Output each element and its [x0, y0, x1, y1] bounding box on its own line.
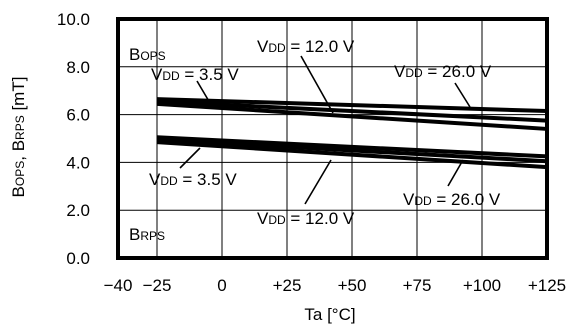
x-tick-label: −40 [104, 276, 133, 295]
x-tick-label: +25 [273, 276, 302, 295]
y-tick-label: 0.0 [66, 249, 90, 268]
series-line [156, 137, 548, 164]
group-label-bops: BOPS [129, 45, 166, 64]
x-tick-label: +125 [528, 276, 566, 295]
y-tick-label: 6.0 [66, 106, 90, 125]
leader-bops-26v [454, 82, 471, 108]
x-tick-label: −25 [143, 276, 172, 295]
tick-layer: 0.0 2.0 4.0 6.0 8.0 10.0 −40 −25 0 +25 +50 +75 +100 +… [57, 10, 566, 295]
series-line [156, 97, 548, 114]
y-tick-label: 4.0 [66, 153, 90, 172]
group-label-brps: BRPS [129, 225, 165, 244]
y-tick-label: 8.0 [66, 58, 90, 77]
series-line [156, 140, 548, 170]
vdd-label-brps-26v: VDD = 26.0 V [403, 190, 501, 209]
x-tick-label: +50 [338, 276, 367, 295]
leader-bops-3v5 [196, 80, 211, 104]
vdd-label-bops-26v: VDD = 26.0 V [394, 62, 492, 81]
x-axis-title: Ta [°C] [304, 305, 355, 324]
plot-frame [116, 17, 549, 260]
vdd-label-bops-12v: VDD = 12.0 V [257, 37, 355, 56]
annotation-leaders [179, 55, 471, 205]
series-layer [156, 97, 548, 170]
x-tick-label: 0 [217, 276, 226, 295]
series-line [156, 135, 548, 159]
leader-bops-12v [300, 55, 334, 114]
vdd-label-brps-12v: VDD = 12.0 V [257, 209, 355, 228]
x-tick-label: +100 [463, 276, 501, 295]
frame-layer [116, 17, 549, 260]
annotation-labels: BOPS BRPS VDD = 3.5 V VDD = 12.0 V VDD =… [129, 37, 501, 244]
vdd-label-brps-3v5: VDD = 3.5 V [149, 170, 237, 189]
y-tick-label: 10.0 [57, 10, 90, 29]
series-line [156, 99, 548, 123]
leader-brps-26v [447, 159, 464, 187]
y-tick-label: 2.0 [66, 201, 90, 220]
leader-brps-3v5 [179, 147, 201, 169]
x-tick-label: +75 [403, 276, 432, 295]
leader-brps-12v [304, 159, 332, 205]
series-line [156, 101, 548, 131]
vdd-label-bops-3v5: VDD = 3.5 V [151, 65, 239, 84]
y-axis-title: BOPS, BRPS [mT] [9, 77, 28, 198]
